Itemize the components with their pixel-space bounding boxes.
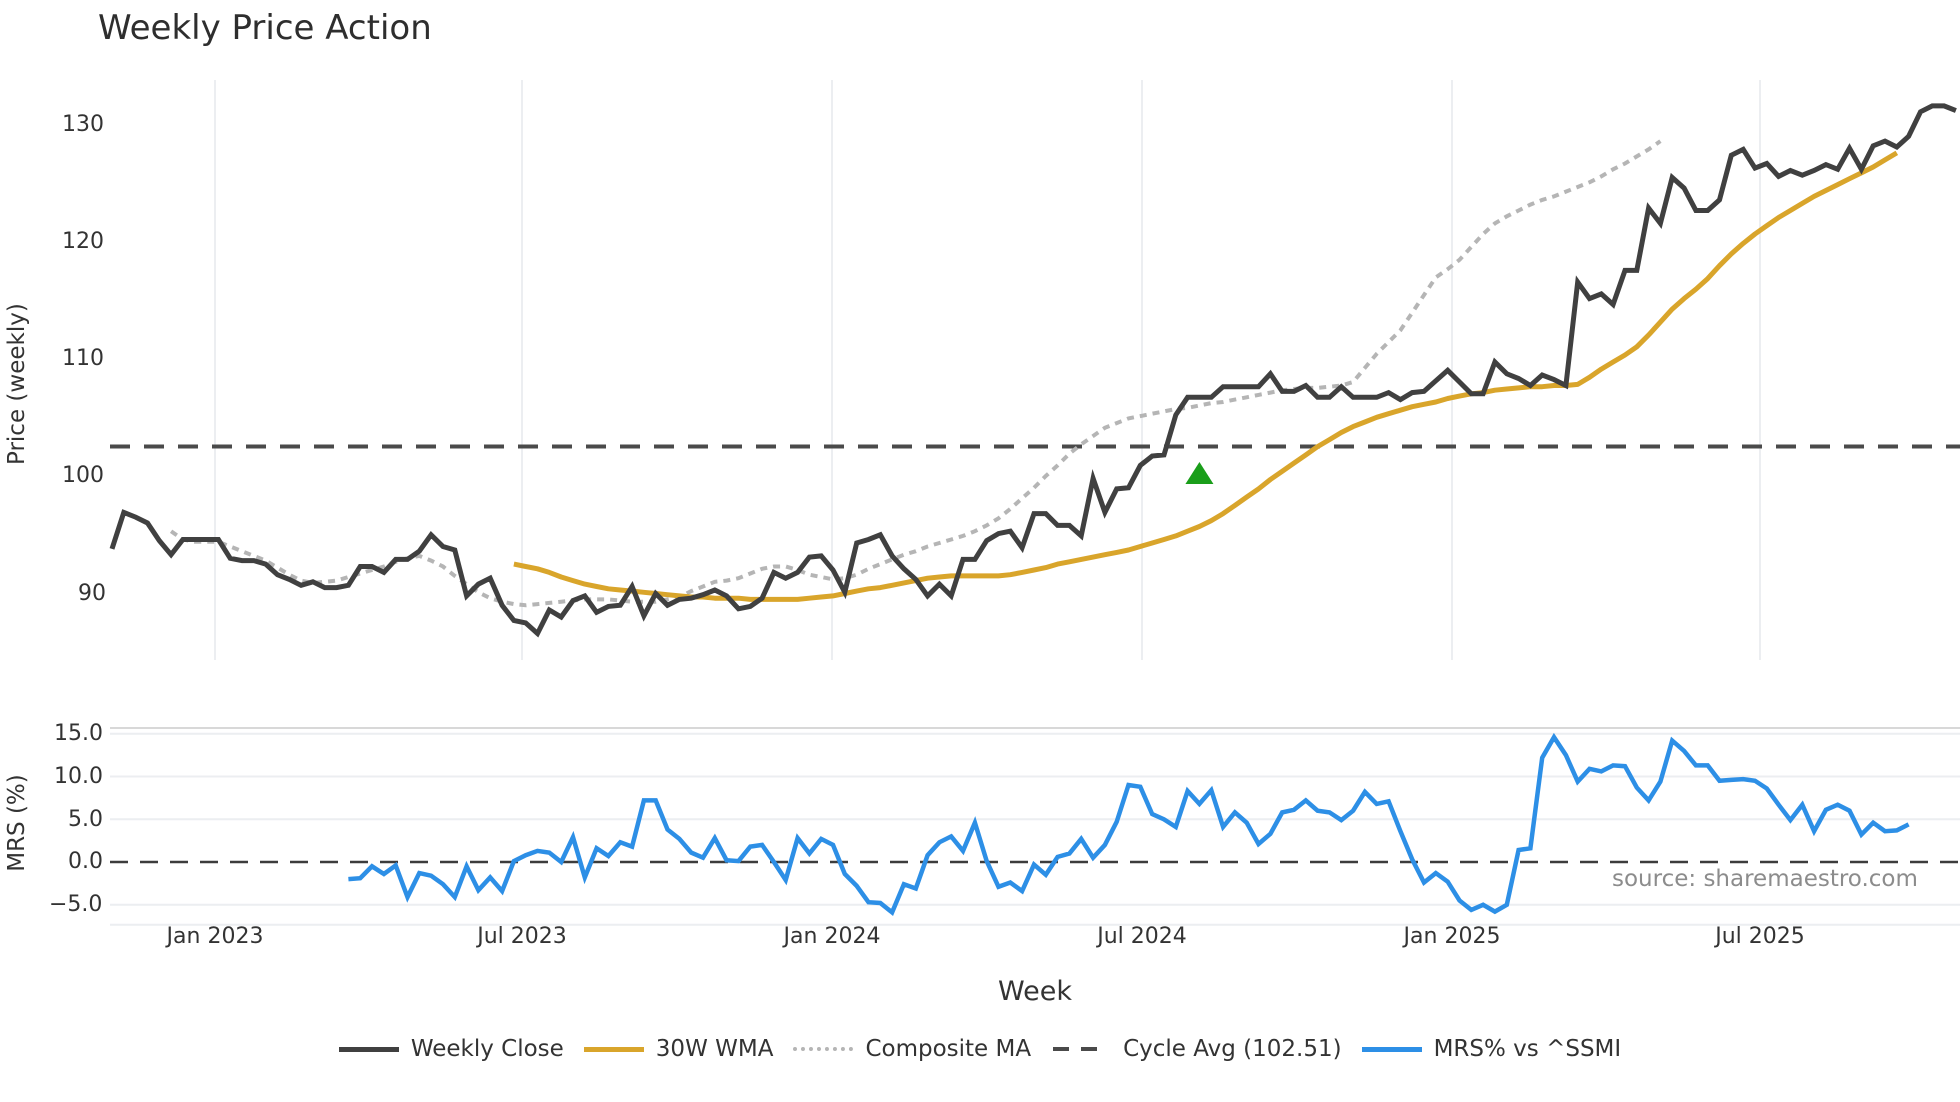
weekly-close-line [109,103,1957,638]
dashed-line-swatch-icon [1053,1047,1110,1051]
source-watermark: source: sharemaestro.com [1612,866,1918,892]
price-tick-120: 120 [62,229,104,254]
mrs-tick-0: 0.0 [68,849,103,874]
legend-item-composite-ma[interactable]: Composite MA [793,1036,1031,1062]
x-axis-label: Week [998,976,1072,1007]
solid-line-swatch-icon [338,1046,399,1052]
x-tick-jul-2025: Jul 2025 [1715,924,1805,949]
mrs-axis-label: MRS (%) [4,774,30,872]
mrs-tick-neg5: −5.0 [49,892,103,917]
legend-label: MRS% vs ^SSMI [1433,1036,1622,1062]
mrs-line [348,732,1910,917]
x-tick-jul-2024: Jul 2024 [1097,924,1187,949]
price-tick-130: 130 [62,112,104,137]
wma-line [513,150,1899,602]
mrs-tick-5: 5.0 [68,807,103,832]
legend-label: Cycle Avg (102.51) [1123,1036,1342,1062]
solid-line-swatch-icon [583,1046,644,1052]
price-tick-90: 90 [78,581,106,606]
legend-label: Composite MA [865,1036,1032,1062]
mrs-tick-15: 15.0 [54,721,103,746]
legend: Weekly Close 30W WMA Composite MA Cycle … [0,1036,1960,1062]
x-tick-jan-2024: Jan 2024 [783,924,881,949]
legend-label: Weekly Close [410,1036,564,1062]
price-tick-100: 100 [62,463,104,488]
legend-item-cycle-avg[interactable]: Cycle Avg (102.51) [1051,1036,1342,1062]
x-tick-jul-2023: Jul 2023 [477,924,567,949]
price-axis-label: Price (weekly) [4,303,30,465]
legend-item-mrs[interactable]: MRS% vs ^SSMI [1361,1036,1622,1062]
chart-title: Weekly Price Action [98,8,432,48]
legend-item-weekly-close[interactable]: Weekly Close [338,1036,564,1062]
mrs-tick-10: 10.0 [54,764,103,789]
dotted-line-swatch-icon [793,1047,854,1051]
solid-line-swatch-icon [1361,1046,1422,1052]
composite-ma-line [169,139,1662,608]
x-tick-jan-2023: Jan 2023 [166,924,264,949]
x-tick-jan-2025: Jan 2025 [1403,924,1501,949]
legend-item-30w-wma[interactable]: 30W WMA [583,1036,774,1062]
price-tick-110: 110 [62,346,104,371]
buy-signal-triangle-icon [1185,462,1214,484]
legend-label: 30W WMA [655,1036,774,1062]
